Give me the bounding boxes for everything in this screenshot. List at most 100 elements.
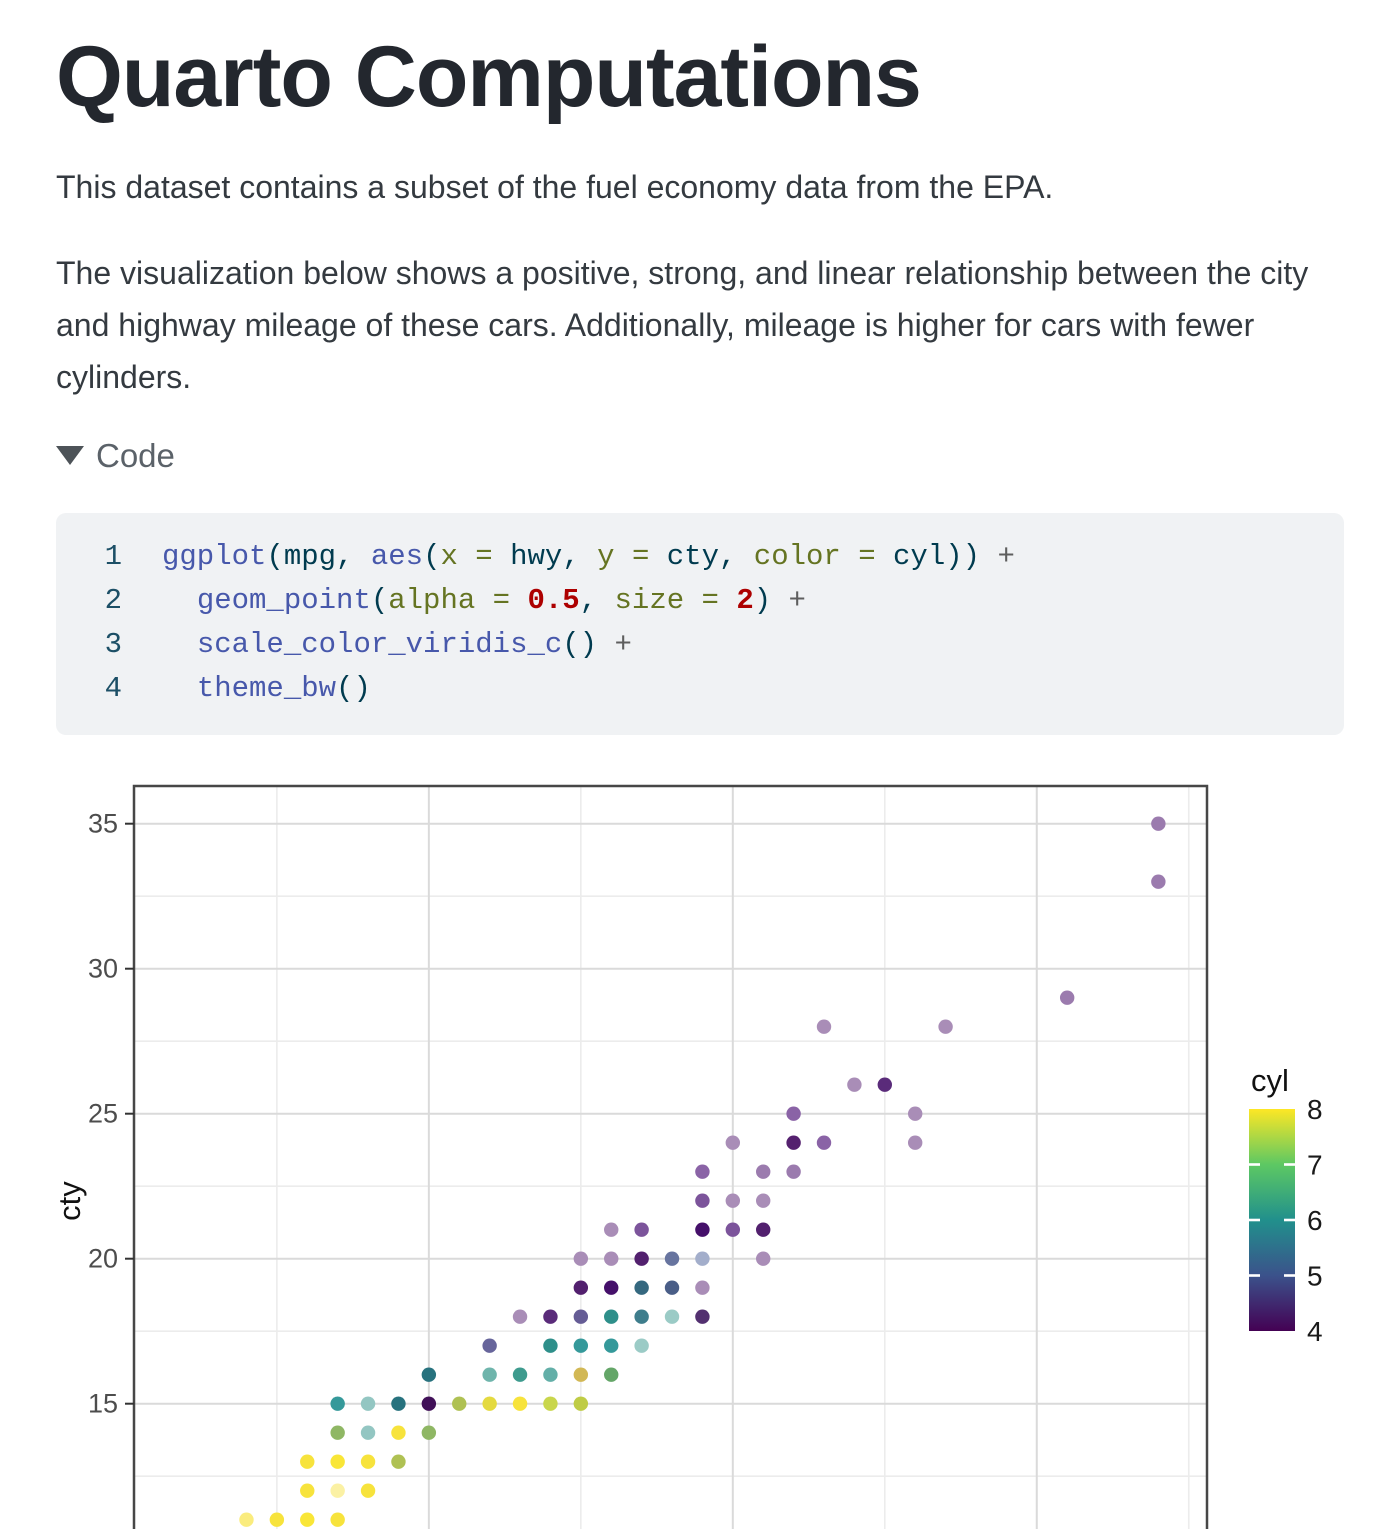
data-point bbox=[634, 1222, 649, 1237]
data-point bbox=[482, 1396, 497, 1411]
y-tick-label: 30 bbox=[88, 953, 118, 983]
data-point bbox=[664, 1280, 680, 1295]
data-point bbox=[300, 1512, 315, 1527]
paragraph-dataset: This dataset contains a subset of the fu… bbox=[56, 168, 1054, 205]
data-point bbox=[543, 1309, 558, 1324]
line-number: 2 bbox=[104, 583, 122, 617]
data-point bbox=[330, 1512, 345, 1527]
data-point bbox=[786, 1135, 801, 1150]
data-point bbox=[239, 1512, 254, 1527]
data-point bbox=[300, 1483, 315, 1498]
data-point bbox=[816, 1019, 832, 1034]
data-point bbox=[269, 1512, 285, 1527]
data-point bbox=[604, 1222, 619, 1237]
y-tick-label: 35 bbox=[88, 808, 118, 838]
code-fold-label: Code bbox=[96, 436, 175, 474]
data-point bbox=[330, 1396, 345, 1411]
data-point bbox=[907, 1106, 923, 1121]
document-page: Quarto Computations This dataset contain… bbox=[0, 29, 1400, 1534]
data-point bbox=[847, 1077, 862, 1092]
scatter-plot: 15 20 25 30 35 cty cyl 8 7 6 5 4 bbox=[52, 784, 1323, 1534]
code-line: 1 ggplot(mpg, aes(x = hwy, y = cty, color… bbox=[78, 535, 1318, 579]
data-point bbox=[360, 1425, 376, 1440]
data-point bbox=[938, 1019, 953, 1034]
legend-title: cyl bbox=[1251, 1063, 1289, 1098]
y-tick-label: 25 bbox=[88, 1098, 118, 1128]
data-point bbox=[1059, 990, 1075, 1005]
data-point bbox=[360, 1396, 376, 1411]
data-point bbox=[756, 1164, 771, 1179]
prose: This dataset contains a subset of the fu… bbox=[56, 161, 1348, 403]
data-point bbox=[756, 1222, 771, 1237]
data-point bbox=[1151, 816, 1166, 831]
data-point bbox=[877, 1077, 892, 1092]
data-point bbox=[360, 1454, 376, 1469]
line-number: 4 bbox=[104, 671, 122, 705]
code-line: 4 theme_bw() bbox=[78, 667, 1318, 711]
data-point bbox=[421, 1425, 437, 1440]
data-point bbox=[604, 1338, 619, 1353]
data-point bbox=[634, 1338, 649, 1353]
data-point bbox=[695, 1251, 710, 1266]
page-title: Quarto Computations bbox=[56, 29, 922, 125]
data-point bbox=[512, 1367, 528, 1382]
data-point bbox=[725, 1135, 741, 1150]
data-point bbox=[330, 1425, 345, 1440]
line-number: 1 bbox=[104, 539, 122, 573]
legend-label: 4 bbox=[1307, 1316, 1323, 1347]
data-point bbox=[634, 1251, 649, 1266]
data-point bbox=[604, 1280, 619, 1295]
data-point bbox=[573, 1396, 589, 1411]
data-point bbox=[725, 1193, 741, 1208]
data-point bbox=[421, 1367, 437, 1382]
data-point bbox=[573, 1338, 589, 1353]
legend-label: 8 bbox=[1307, 1094, 1323, 1125]
data-point bbox=[452, 1396, 467, 1411]
legend-label: 6 bbox=[1307, 1205, 1323, 1236]
data-point bbox=[634, 1280, 649, 1295]
data-point bbox=[1151, 874, 1166, 889]
y-axis-title: cty bbox=[52, 1180, 87, 1220]
data-point bbox=[391, 1396, 406, 1411]
data-point bbox=[786, 1164, 801, 1179]
y-tick-label: 20 bbox=[88, 1243, 118, 1273]
data-point bbox=[756, 1251, 771, 1266]
data-point bbox=[786, 1106, 801, 1121]
data-point bbox=[330, 1483, 345, 1498]
data-point bbox=[330, 1454, 345, 1469]
data-point bbox=[816, 1135, 832, 1150]
data-point bbox=[512, 1396, 528, 1411]
legend-label: 5 bbox=[1307, 1260, 1323, 1291]
figure: 15 20 25 30 35 cty cyl 8 7 6 5 4 bbox=[0, 769, 1400, 1534]
data-point bbox=[664, 1309, 680, 1324]
line-number: 3 bbox=[104, 627, 122, 661]
data-point bbox=[573, 1251, 589, 1266]
y-tick-label: 15 bbox=[88, 1388, 118, 1418]
data-point bbox=[634, 1309, 649, 1324]
legend-label: 7 bbox=[1307, 1149, 1323, 1180]
data-point bbox=[756, 1193, 771, 1208]
code-fold: Code 1 ggplot(mpg, aes(x = hwy, y = cty, … bbox=[56, 437, 1344, 735]
data-point bbox=[604, 1367, 619, 1382]
data-point bbox=[695, 1222, 710, 1237]
data-point bbox=[695, 1164, 710, 1179]
code-text: geom_point(alpha = 0.5, size = 2) + bbox=[196, 583, 806, 617]
data-point bbox=[482, 1338, 497, 1353]
code-line: 3 scale_color_viridis_c() + bbox=[78, 623, 1318, 667]
data-point bbox=[604, 1251, 619, 1266]
triangle-down-icon bbox=[56, 446, 84, 466]
panel-border bbox=[132, 784, 1209, 1534]
data-point bbox=[360, 1483, 376, 1498]
paragraph-visualization: The visualization below shows a positive… bbox=[56, 254, 1309, 395]
data-point bbox=[543, 1367, 558, 1382]
data-point bbox=[421, 1396, 437, 1411]
data-point bbox=[300, 1454, 315, 1469]
data-point bbox=[512, 1309, 528, 1324]
code-line: 2 geom_point(alpha = 0.5, size = 2) + bbox=[78, 579, 1318, 623]
data-point bbox=[391, 1454, 406, 1469]
code-fold-toggle[interactable]: Code bbox=[56, 437, 1344, 475]
data-point bbox=[543, 1396, 558, 1411]
code-block: 1 ggplot(mpg, aes(x = hwy, y = cty, color… bbox=[56, 512, 1344, 735]
code-text: scale_color_viridis_c() + bbox=[196, 627, 632, 661]
data-point bbox=[725, 1222, 741, 1237]
